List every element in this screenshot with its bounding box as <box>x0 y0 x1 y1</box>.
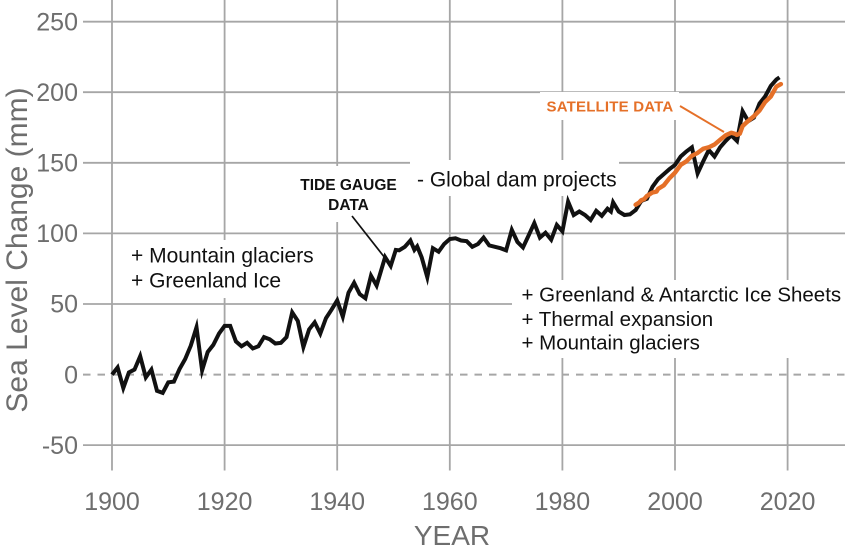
svg-text:100: 100 <box>36 220 78 248</box>
svg-text:250: 250 <box>36 8 78 36</box>
svg-text:1900: 1900 <box>84 488 140 516</box>
svg-text:1960: 1960 <box>422 488 478 516</box>
svg-text:- Global dam projects: - Global dam projects <box>417 169 617 192</box>
svg-text:+ Thermal expansion: + Thermal expansion <box>522 308 714 331</box>
svg-text:+ Greenland Ice: + Greenland Ice <box>131 269 281 292</box>
svg-text:YEAR: YEAR <box>414 520 490 549</box>
svg-text:1940: 1940 <box>309 488 365 516</box>
svg-text:TIDE GAUGE: TIDE GAUGE <box>300 177 396 194</box>
svg-text:50: 50 <box>50 291 78 319</box>
svg-text:150: 150 <box>36 150 78 178</box>
svg-text:Sea Level Change (mm): Sea Level Change (mm) <box>1 87 34 412</box>
svg-text:DATA: DATA <box>328 197 369 214</box>
svg-text:0: 0 <box>64 361 78 389</box>
svg-text:1980: 1980 <box>535 488 591 516</box>
svg-text:1920: 1920 <box>197 488 253 516</box>
svg-text:200: 200 <box>36 79 78 107</box>
svg-text:-50: -50 <box>42 432 78 460</box>
svg-text:2000: 2000 <box>647 488 703 516</box>
svg-text:+ Mountain glaciers: + Mountain glaciers <box>522 332 700 355</box>
svg-text:+ Mountain glaciers: + Mountain glaciers <box>131 245 314 268</box>
svg-text:+ Greenland & Antarctic Ice Sh: + Greenland & Antarctic Ice Sheets <box>522 284 842 307</box>
svg-text:2020: 2020 <box>760 488 816 516</box>
svg-text:SATELLITE DATA: SATELLITE DATA <box>547 99 674 116</box>
